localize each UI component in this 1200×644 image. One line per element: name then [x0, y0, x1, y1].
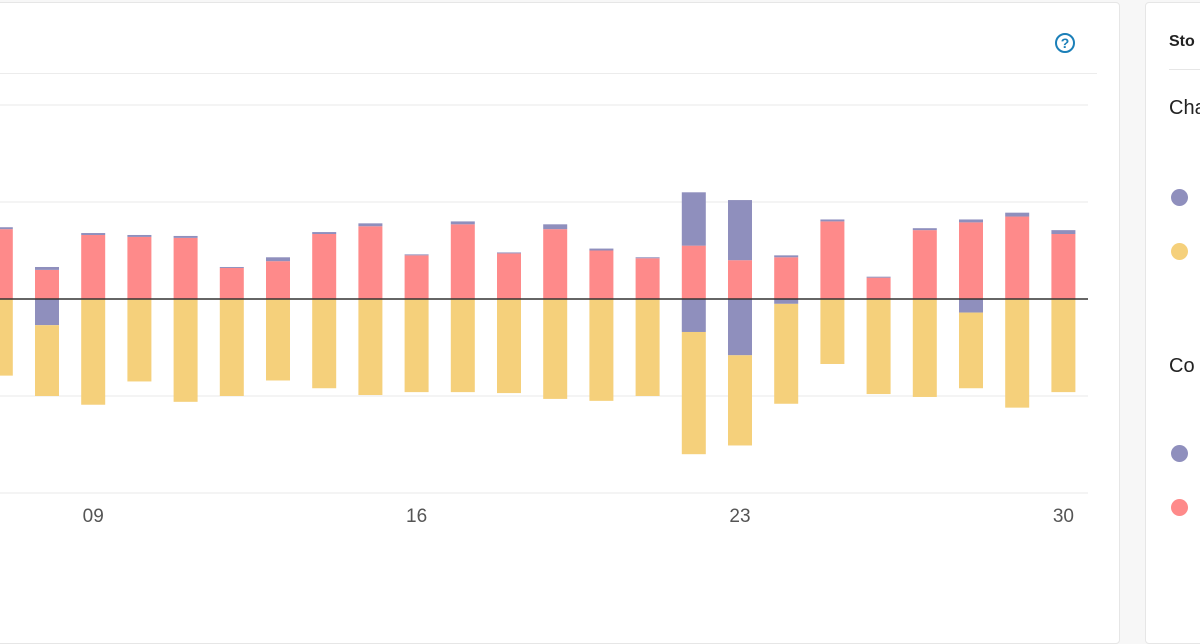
bar-segment-22: [681, 245, 706, 299]
legend-panel-title: Sto: [1169, 33, 1195, 50]
bar-segment-29: [1005, 299, 1030, 408]
bar-segment-12: [219, 299, 244, 396]
bar-segment-10: [127, 236, 152, 299]
bar-segment-27: [912, 230, 937, 299]
bar-segment-23: [728, 299, 752, 356]
stacked-bar-chart: 09 16 23 30: [0, 104, 1088, 527]
bar-segment-27: [912, 299, 937, 397]
bar-segment-15: [358, 226, 383, 299]
bar-segment-28: [959, 299, 983, 313]
bar-segment-25: [820, 221, 845, 299]
legend-dot[interactable]: [1171, 243, 1188, 260]
header-divider: [0, 73, 1097, 74]
bar-segment-29: [1005, 212, 1030, 217]
bar-segment-26: [866, 299, 891, 395]
bar-segment-21: [635, 257, 660, 259]
bar-segment-28: [959, 219, 983, 223]
bar-segment-17: [450, 299, 475, 393]
x-tick-label: 09: [83, 506, 104, 527]
bar-segment-21: [635, 258, 660, 299]
bar-segment-28: [959, 312, 983, 389]
bar-segment-19: [543, 229, 568, 299]
bar-segment-14: [312, 234, 337, 299]
bar-segment-20: [589, 299, 614, 401]
bar-segment-08: [35, 299, 59, 326]
legend-panel: Sto Cha Co: [1145, 2, 1200, 644]
x-tick-label: 23: [729, 506, 750, 527]
legend-dot[interactable]: [1171, 189, 1188, 206]
help-button[interactable]: ?: [1055, 33, 1075, 53]
legend-dot[interactable]: [1171, 445, 1188, 462]
bar-segment-07: [0, 299, 13, 376]
bar-segment-20: [589, 248, 614, 251]
bar-segment-24: [774, 299, 799, 304]
bar-segment-10: [127, 299, 152, 382]
question-circle-icon: ?: [1060, 35, 1070, 51]
legend-section-1-label: Cha: [1169, 97, 1200, 119]
bar-segment-27: [912, 228, 937, 231]
bar-segment-09: [81, 233, 106, 235]
bar-segment-16: [404, 299, 429, 393]
bar-segment-18: [497, 253, 521, 299]
bar-segment-23: [728, 260, 752, 299]
bar-segment-13: [266, 257, 290, 262]
bar-segment-11: [173, 235, 198, 238]
bar-segment-28: [959, 222, 983, 299]
bar-segment-18: [497, 252, 521, 254]
bar-segment-12: [219, 266, 244, 268]
bar-segment-24: [774, 255, 799, 258]
bar-segment-22: [681, 299, 706, 332]
bar-segment-20: [589, 250, 614, 299]
bar-segment-10: [127, 234, 152, 237]
bar-segment-29: [1005, 216, 1030, 299]
bar-segment-16: [404, 255, 429, 299]
bar-segment-30: [1051, 299, 1076, 393]
bar-segment-07: [0, 227, 13, 230]
legend-section-2-label: Co: [1169, 355, 1195, 377]
bar-segment-15: [358, 299, 383, 396]
bar-segment-13: [266, 299, 290, 381]
bar-segment-22: [681, 192, 706, 246]
bar-segment-14: [312, 232, 337, 235]
bar-segment-08: [35, 266, 59, 270]
legend-dot[interactable]: [1171, 499, 1188, 516]
bar-segment-15: [358, 223, 383, 227]
bar-segment-09: [81, 299, 106, 405]
bar-segment-30: [1051, 234, 1076, 299]
bar-segment-26: [866, 277, 891, 299]
bar-segment-14: [312, 299, 337, 389]
bar-segment-17: [450, 224, 475, 299]
x-tick-label: 30: [1053, 506, 1074, 527]
bar-segment-17: [450, 221, 475, 225]
bar-segment-18: [497, 299, 521, 394]
bar-segment-24: [774, 303, 799, 404]
bar-segment-25: [820, 219, 845, 222]
bar-segment-19: [543, 224, 568, 230]
bar-segment-11: [173, 237, 198, 299]
bar-segment-08: [35, 269, 59, 299]
bar-segment-11: [173, 299, 198, 402]
bar-segment-26: [866, 276, 891, 278]
bar-segment-23: [728, 200, 752, 261]
bar-segment-07: [0, 229, 13, 299]
bar-segment-30: [1051, 230, 1076, 235]
bar-segment-16: [404, 254, 429, 256]
bar-segment-25: [820, 299, 845, 364]
bar-segment-19: [543, 299, 568, 399]
bar-segment-13: [266, 261, 290, 299]
bar-segment-08: [35, 325, 59, 396]
legend-divider: [1169, 69, 1200, 70]
bar-segment-24: [774, 257, 799, 299]
bar-segment-23: [728, 355, 752, 446]
x-tick-label: 16: [406, 506, 427, 527]
bar-segment-21: [635, 299, 660, 396]
bar-segment-09: [81, 234, 106, 299]
bar-segment-22: [681, 331, 706, 455]
bar-segment-12: [219, 267, 244, 299]
